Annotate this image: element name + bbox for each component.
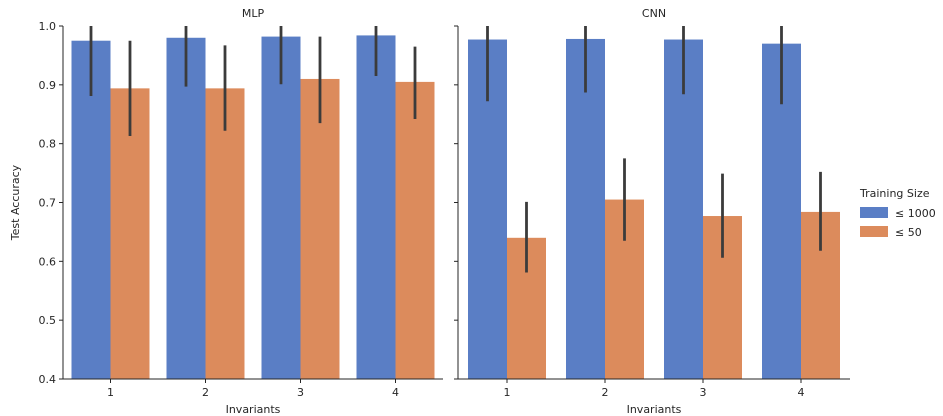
legend-label: ≤ 50 [895, 226, 922, 239]
legend-swatch [860, 226, 888, 237]
panel-title: MLP [242, 7, 265, 20]
panel-title: CNN [642, 7, 666, 20]
bar [566, 38, 605, 380]
x-tick-label: 3 [297, 386, 304, 399]
y-axis-label: Test Accuracy [9, 164, 22, 241]
y-tick-label: 0.4 [39, 373, 57, 386]
bar [356, 35, 396, 380]
bar [300, 78, 340, 379]
bar [205, 88, 245, 379]
x-tick-label: 2 [602, 386, 609, 399]
x-tick-label: 2 [202, 386, 209, 399]
x-tick-label: 3 [700, 386, 707, 399]
bar [166, 37, 206, 380]
bar [664, 39, 703, 379]
y-tick-label: 0.5 [39, 314, 57, 327]
y-tick-label: 0.8 [39, 138, 57, 151]
y-tick-label: 1.0 [39, 20, 57, 33]
x-tick-label: 1 [504, 386, 511, 399]
bar [110, 88, 150, 379]
x-tick-label: 1 [107, 386, 114, 399]
legend-swatch [860, 207, 888, 218]
y-tick-label: 0.7 [39, 197, 57, 210]
bar [71, 40, 111, 379]
bar [395, 81, 435, 380]
y-tick-label: 0.6 [39, 255, 57, 268]
legend-label: ≤ 1000 [895, 207, 936, 220]
x-tick-label: 4 [392, 386, 399, 399]
x-axis-label: Invariants [226, 403, 281, 416]
x-tick-label: 4 [798, 386, 805, 399]
x-axis-label: Invariants [627, 403, 682, 416]
legend-title: Training Size [859, 187, 930, 200]
y-tick-label: 0.9 [39, 79, 57, 92]
bar [261, 36, 301, 380]
